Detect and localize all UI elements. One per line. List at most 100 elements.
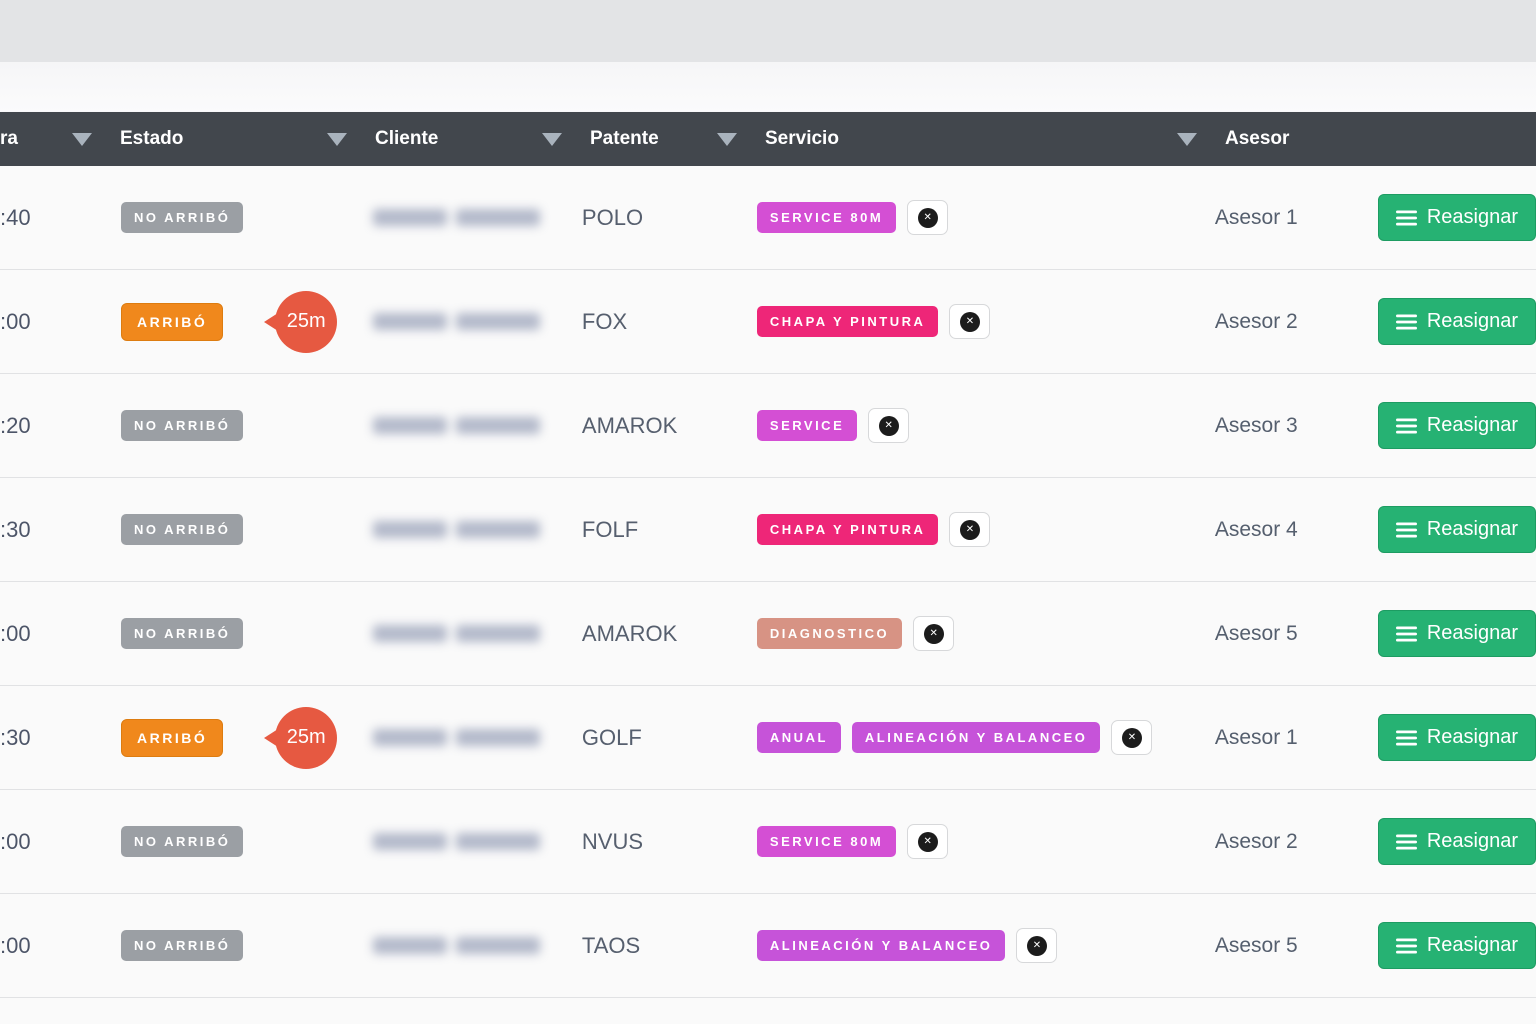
row-time: :30 [0,724,31,750]
table-row: :30 ARRIBÓ 25m GOLF ANUAL ALINEACIÓN Y BA… [0,686,1536,790]
header-label-estado: Estado [120,128,184,149]
table-row: :00 ARRIBÓ 25m FOX CHAPA Y PINTURA ✕ Ase… [0,270,1536,374]
reassign-label: Reasignar [1426,726,1518,748]
service-badge: ANUAL [756,722,841,753]
list-bars-icon [1395,314,1417,329]
header-label-patente: Patente [590,128,659,149]
remove-service-button[interactable]: ✕ [907,200,949,235]
asesor-value: Asesor 5 [1214,933,1298,957]
header-cell-estado[interactable]: Estado [110,112,365,166]
circle-x-icon: ✕ [1121,727,1142,748]
triangle-down-icon[interactable] [1177,132,1197,146]
client-redacted [372,313,540,330]
remove-service-button[interactable]: ✕ [907,824,949,859]
asesor-value: Asesor 3 [1214,413,1298,437]
header-cell-cliente[interactable]: Cliente [365,112,580,166]
header-label-servicio: Servicio [765,128,839,149]
header-label-hora: ra [0,128,18,149]
list-bars-icon [1395,626,1417,641]
asesor-value: Asesor 1 [1214,205,1298,229]
asesor-value: Asesor 1 [1214,725,1298,749]
client-redacted [372,833,540,850]
patente-value: FOLF [581,516,639,542]
header-cell-servicio[interactable]: Servicio [755,112,1215,166]
list-bars-icon [1395,522,1417,537]
client-redacted [372,521,540,538]
client-redacted [372,209,540,226]
remove-service-button[interactable]: ✕ [1016,928,1058,963]
table-row: :20 NO ARRIBÓ AMAROK SERVICE ✕ Asesor 3 [0,374,1536,478]
list-bars-icon [1395,210,1417,225]
reassign-button[interactable]: Reasignar [1377,714,1536,761]
header-cell-hora[interactable]: ra [0,112,110,166]
patente-value: AMAROK [581,412,678,438]
reassign-button[interactable]: Reasignar [1377,298,1536,345]
reassign-label: Reasignar [1426,414,1518,436]
row-time: :30 [0,516,31,542]
service-badge: CHAPA Y PINTURA [756,514,939,545]
reassign-button[interactable]: Reasignar [1377,194,1536,241]
table-row: :40 NO ARRIBÓ POLO SERVICE 80M ✕ Asesor … [0,166,1536,270]
client-redacted [372,625,540,642]
reassign-label: Reasignar [1426,830,1518,852]
reassign-button[interactable]: Reasignar [1377,610,1536,657]
client-redacted [372,417,540,434]
circle-x-icon: ✕ [878,415,899,436]
remove-service-button[interactable]: ✕ [949,512,991,547]
asesor-value: Asesor 2 [1214,829,1298,853]
toolbar-strip [0,62,1536,112]
service-badge: DIAGNOSTICO [756,618,903,649]
circle-x-icon: ✕ [923,623,944,644]
reassign-button[interactable]: Reasignar [1377,922,1536,969]
service-badges: ALINEACIÓN Y BALANCEO [756,930,1006,961]
remove-service-button[interactable]: ✕ [913,616,955,651]
triangle-down-icon[interactable] [327,132,347,146]
service-badge: ALINEACIÓN Y BALANCEO [851,722,1101,753]
header-label-cliente: Cliente [375,128,439,149]
table-header: ra Estado Cliente Patente Servicio Aseso… [0,112,1536,166]
reassign-button[interactable]: Reasignar [1377,506,1536,553]
reassign-label: Reasignar [1426,206,1518,228]
triangle-down-icon[interactable] [717,132,737,146]
triangle-down-icon[interactable] [72,132,92,146]
wait-bubble: 25m [275,706,338,769]
list-bars-icon [1395,418,1417,433]
service-badge: SERVICE 80M [756,202,897,233]
reassign-button[interactable]: Reasignar [1377,818,1536,865]
remove-service-button[interactable]: ✕ [1111,720,1153,755]
service-badges: CHAPA Y PINTURA [756,306,939,337]
service-badge: SERVICE 80M [756,826,897,857]
patente-value: NVUS [581,828,644,854]
reassign-button[interactable]: Reasignar [1377,402,1536,449]
row-time: :00 [0,620,31,646]
status-badge: NO ARRIBÓ [120,930,244,961]
row-time: :00 [0,828,31,854]
patente-value: GOLF [581,724,642,750]
row-time: :20 [0,412,31,438]
patente-value: TAOS [581,932,641,958]
asesor-value: Asesor 5 [1214,621,1298,645]
table-row: :00 NO ARRIBÓ AMAROK DIAGNOSTICO ✕ Aseso… [0,582,1536,686]
reassign-label: Reasignar [1426,622,1518,644]
patente-value: POLO [581,204,644,230]
table-row: :30 NO ARRIBÓ FOLF CHAPA Y PINTURA ✕ Ase… [0,478,1536,582]
remove-service-button[interactable]: ✕ [949,304,991,339]
remove-service-button[interactable]: ✕ [868,408,910,443]
status-badge: NO ARRIBÓ [120,410,244,441]
circle-x-icon: ✕ [959,311,980,332]
service-badges: SERVICE [756,410,858,441]
row-time: :40 [0,204,31,230]
asesor-value: Asesor 2 [1214,309,1298,333]
reassign-label: Reasignar [1426,310,1518,332]
header-cell-patente[interactable]: Patente [580,112,755,166]
asesor-value: Asesor 4 [1214,517,1298,541]
patente-value: FOX [581,308,628,334]
table-row: :00 NO ARRIBÓ NVUS SERVICE 80M ✕ Asesor … [0,790,1536,894]
header-cell-action [1378,112,1536,166]
client-redacted [372,729,540,746]
triangle-down-icon[interactable] [542,132,562,146]
service-badge: SERVICE [756,410,858,441]
reassign-label: Reasignar [1426,518,1518,540]
list-bars-icon [1395,938,1417,953]
reassign-label: Reasignar [1426,934,1518,956]
